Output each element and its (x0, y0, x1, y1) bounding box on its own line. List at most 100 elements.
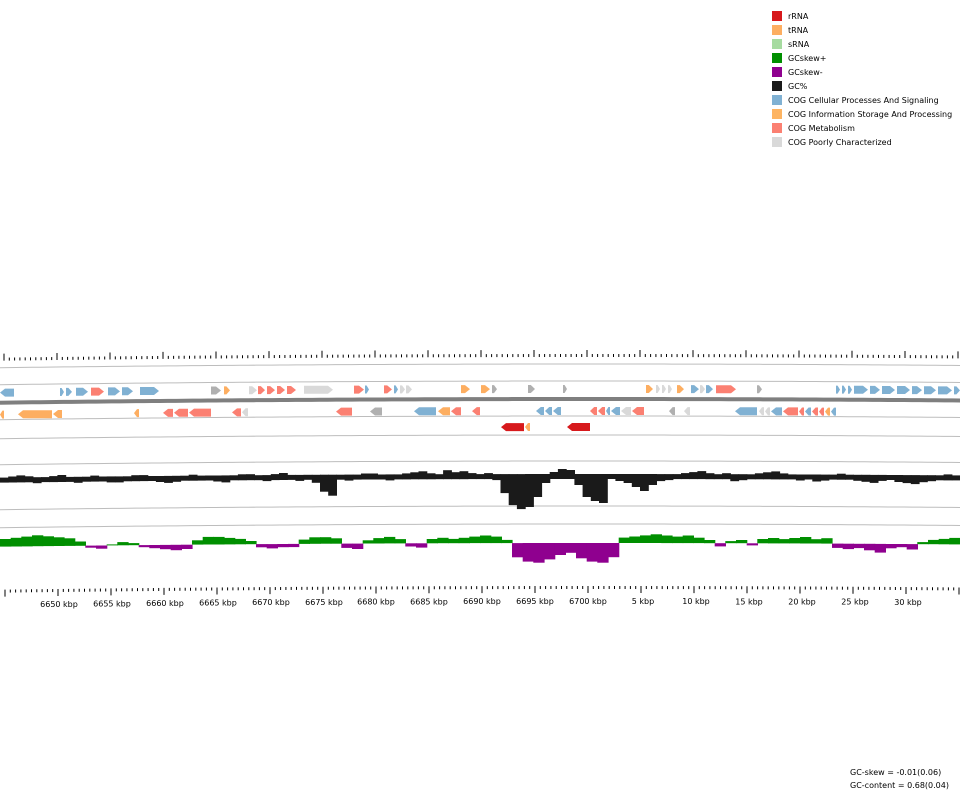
gc-content-bar (443, 470, 452, 480)
gc-content-bar (689, 472, 698, 480)
gc-content-bar (164, 475, 173, 483)
gc-skew-negative-bar (544, 543, 556, 560)
gc-content-bar (697, 471, 707, 480)
gc-content-bar (213, 475, 223, 482)
legend-label: GC% (788, 81, 808, 91)
gene-feature (590, 407, 597, 416)
gc-skew-positive-bar (234, 538, 246, 545)
gc-skew-negative-bar (170, 544, 182, 551)
gene-feature (370, 407, 382, 416)
gene-feature (0, 410, 4, 419)
gene-feature (854, 385, 868, 394)
gene-feature (501, 423, 524, 432)
gc-content-bar (541, 474, 551, 483)
legend-label: GCskew+ (788, 53, 827, 63)
gc-content-bar (730, 474, 740, 482)
gene-feature (563, 385, 567, 394)
axis-tick-label: 30 kbp (894, 598, 922, 607)
gc-skew-positive-bar (10, 537, 22, 547)
gene-feature (384, 385, 392, 394)
gc-skew-positive-bar (821, 538, 833, 544)
gc-skew-positive-bar (704, 540, 716, 544)
gene-feature (492, 385, 497, 394)
gc-content-bar (0, 477, 9, 483)
axis-tick-label: 6690 kbp (463, 597, 501, 606)
gene-feature (472, 407, 480, 416)
gene-feature (481, 385, 490, 394)
gc-content-bar (336, 474, 346, 480)
coordinate-axis: 6650 kbp 6655 kbp 6660 kbp 6665 kbp 6670 kbp… (4, 586, 960, 609)
gc-skew-negative-bar (160, 544, 172, 550)
legend-swatch-cog-metabolism (772, 123, 782, 133)
gc-content-bar (500, 474, 510, 494)
gene-feature (336, 407, 352, 416)
legend-item-cog-metabolism: COG Metabolism (772, 121, 952, 135)
gc-content-bar (820, 474, 830, 481)
gc-content-bar (155, 476, 165, 482)
gc-content-bar (869, 474, 879, 483)
axis-tick-label: 20 kbp (788, 597, 816, 606)
gc-skew-positive-bar (426, 539, 438, 544)
gene-feature (438, 407, 450, 416)
gene-feature (545, 407, 552, 416)
legend-item-cog-cellular: COG Cellular Processes And Signaling (772, 93, 952, 107)
legend-item-srna: sRNA (772, 37, 952, 51)
gc-content-bar (311, 474, 321, 483)
gc-content-bar (369, 473, 378, 480)
gc-content-bar (746, 474, 756, 480)
track-line (0, 434, 960, 440)
gc-skew-positive-bar (938, 538, 950, 545)
gc-skew-positive-bar (373, 538, 385, 544)
gc-content-bar (910, 475, 920, 485)
gc-content-bar (254, 475, 264, 481)
legend-swatch-gcskew-plus (772, 53, 782, 63)
gc-content-bar (434, 474, 444, 480)
gene-feature (684, 407, 690, 416)
legend-swatch-gc-percent (772, 81, 782, 91)
outer-tick-ring (3, 350, 959, 361)
gene-feature (91, 387, 104, 396)
gene-feature (211, 386, 221, 395)
gc-skew-negative-bar (138, 545, 150, 548)
gene-feature (716, 385, 736, 394)
track-line (0, 523, 960, 529)
gc-skew-negative-bar (597, 543, 609, 563)
gc-content-bar (246, 474, 255, 481)
gc-content-bar (549, 472, 559, 479)
gc-content-bar (795, 474, 805, 481)
gene-feature (354, 385, 364, 394)
gc-skew-negative-bar (586, 543, 598, 562)
gc-skew-positive-bar (650, 534, 662, 543)
gc-skew-negative-bar (746, 543, 758, 546)
track-line (0, 380, 960, 386)
gene-feature (662, 385, 666, 394)
gc-content-bar (188, 474, 198, 481)
axis-tick-label: 6680 kbp (357, 597, 395, 606)
gc-skew-negative-bar (181, 544, 193, 549)
gene-feature (759, 407, 764, 416)
gene-feature (66, 387, 72, 396)
gene-feature (677, 385, 684, 394)
gc-content-bar (615, 474, 625, 481)
gc-content-track (0, 469, 960, 510)
gc-content-bar (656, 474, 666, 482)
gc-content-bar (754, 473, 764, 480)
gc-skew-negative-bar (714, 543, 726, 547)
gc-content-bar (270, 474, 280, 481)
gc-content-bar (32, 477, 42, 484)
legend-swatch-srna (772, 39, 782, 49)
gc-skew-negative-bar (853, 543, 865, 549)
legend-swatch-rrna (772, 11, 782, 21)
gc-content-bar (57, 475, 67, 482)
gene-feature (122, 387, 133, 396)
gc-skew-negative-bar (352, 543, 364, 549)
legend-swatch-trna (772, 25, 782, 35)
legend-item-trna: tRNA (772, 23, 952, 37)
gc-skew-positive-bar (32, 535, 44, 547)
axis-tick-label: 6685 kbp (410, 597, 448, 606)
track-lines (0, 363, 960, 529)
gene-feature (765, 407, 770, 416)
gc-content-bar (82, 476, 91, 482)
gc-content-bar (16, 475, 26, 483)
gc-skew-positive-bar (202, 536, 214, 545)
